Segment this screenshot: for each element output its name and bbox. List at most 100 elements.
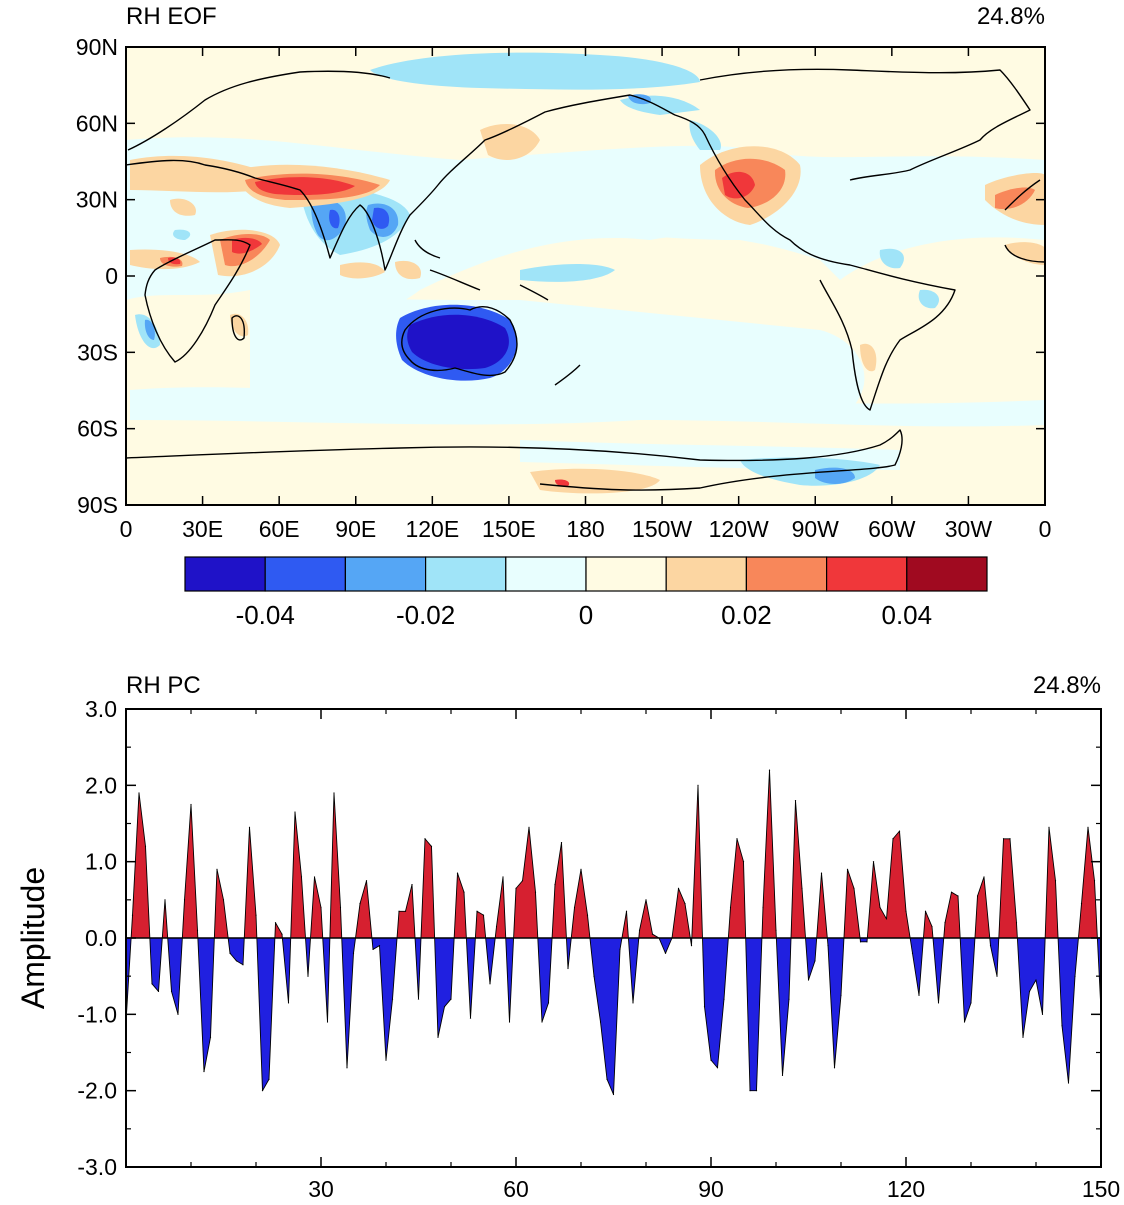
pc-point	[1093, 880, 1096, 882]
field-india-core	[329, 209, 340, 229]
colorbar-box	[505, 556, 587, 592]
colorbar-label: 0.02	[721, 600, 772, 630]
pc-point	[508, 1021, 511, 1023]
colorbar-labels: -0.04 -0.02 0 0.02 0.04	[236, 600, 933, 630]
coastline-europe-north	[127, 70, 391, 151]
pc-point	[294, 811, 296, 813]
colorbar-box	[585, 556, 667, 592]
pc-point	[983, 876, 985, 878]
lat-label: 30S	[77, 339, 118, 365]
field-brazil	[918, 289, 940, 309]
pc-point	[580, 868, 582, 870]
pc-point	[547, 1002, 550, 1004]
pc-point	[261, 1090, 264, 1092]
pc-point	[638, 929, 641, 931]
y-tick-label: 1.0	[85, 849, 117, 875]
pc-point	[248, 826, 251, 828]
colorbar-box	[264, 556, 347, 592]
pc-point	[1054, 880, 1057, 882]
pc-point	[801, 887, 803, 889]
lon-label: 60W	[868, 516, 916, 542]
pc-point	[853, 887, 855, 889]
pc-point	[489, 983, 491, 985]
field-argentina	[860, 343, 877, 372]
pc-point	[1015, 922, 1018, 924]
x-tick-label: 60	[503, 1176, 529, 1202]
pc-point	[573, 906, 576, 909]
pc-point	[684, 903, 686, 905]
pc-point	[203, 1070, 205, 1073]
pc-point	[151, 983, 153, 985]
pc-point	[814, 960, 816, 962]
pc-panel: RH PC 24.8% Amplitude -3.0 -2.0 -1.0 0.0 1.0…	[15, 672, 1120, 1202]
pc-point	[430, 845, 433, 848]
pc-point	[339, 906, 342, 909]
y-tick-label: -2.0	[77, 1078, 117, 1104]
x-tick-label: 120	[887, 1176, 925, 1202]
pc-point	[937, 1002, 940, 1004]
lon-label: 0	[1039, 516, 1052, 542]
y-tick-label: -1.0	[77, 1001, 117, 1027]
pc-point	[365, 880, 368, 882]
coastline-west-africa	[1004, 179, 1045, 263]
pc-point	[170, 990, 173, 993]
pc-point	[976, 895, 979, 897]
pc-point	[781, 1074, 784, 1076]
lon-label: 90E	[335, 516, 376, 542]
pc-positive-area	[131, 770, 1098, 938]
pc-point	[619, 948, 621, 951]
pc-point	[567, 967, 569, 970]
lat-label: 0	[105, 263, 118, 289]
pc-point	[989, 945, 992, 947]
pc-point	[1067, 1082, 1070, 1084]
coastline-madagascar	[231, 315, 246, 341]
lon-label: 30W	[945, 516, 993, 542]
pc-point	[333, 792, 335, 794]
pc-point	[346, 1067, 348, 1069]
pc-point	[359, 903, 361, 905]
pc-point	[970, 1002, 972, 1004]
pc-point	[957, 895, 959, 897]
pc-point	[313, 876, 316, 878]
field-baja-core	[722, 171, 755, 199]
pc-point	[476, 910, 478, 912]
pc-point	[196, 929, 199, 931]
pc-point	[697, 784, 699, 786]
field-extreme-negative	[407, 314, 509, 370]
pc-point	[749, 1090, 751, 1092]
pc-point	[716, 1067, 719, 1069]
pc-point	[651, 933, 654, 935]
pc-point	[768, 769, 771, 771]
pc-point	[1061, 1025, 1063, 1027]
pc-point	[482, 914, 485, 916]
pc-point	[1041, 1013, 1044, 1015]
pc-series-fill	[125, 769, 1102, 1096]
pc-point	[534, 891, 537, 893]
coastline-north-america-arctic	[699, 68, 1031, 181]
pc-point	[417, 998, 420, 1000]
pc-point	[755, 1090, 758, 1092]
pc-point	[138, 792, 140, 794]
field-ethiopia-core	[232, 237, 262, 254]
pc-point	[1022, 1036, 1024, 1038]
pc-title: RH PC	[126, 672, 201, 699]
colorbar-boxes	[184, 556, 988, 592]
pc-point	[190, 803, 192, 806]
lat-label: 30N	[76, 187, 118, 213]
pc-point	[827, 945, 829, 947]
coastline-southern-africa	[144, 239, 251, 363]
colorbar-label: -0.02	[396, 600, 455, 630]
pc-point	[229, 952, 231, 954]
colorbar-box	[665, 556, 748, 592]
pc-point	[144, 845, 147, 848]
pc-point	[1087, 826, 1089, 828]
pc-point	[892, 838, 894, 840]
x-tick-label: 90	[698, 1176, 724, 1202]
pc-point	[157, 990, 160, 993]
pc-negative-area	[126, 938, 1101, 1095]
pc-point	[456, 872, 459, 874]
pc-point	[554, 883, 556, 886]
colorbar-label: 0	[579, 600, 593, 630]
pc-point	[268, 1078, 270, 1080]
